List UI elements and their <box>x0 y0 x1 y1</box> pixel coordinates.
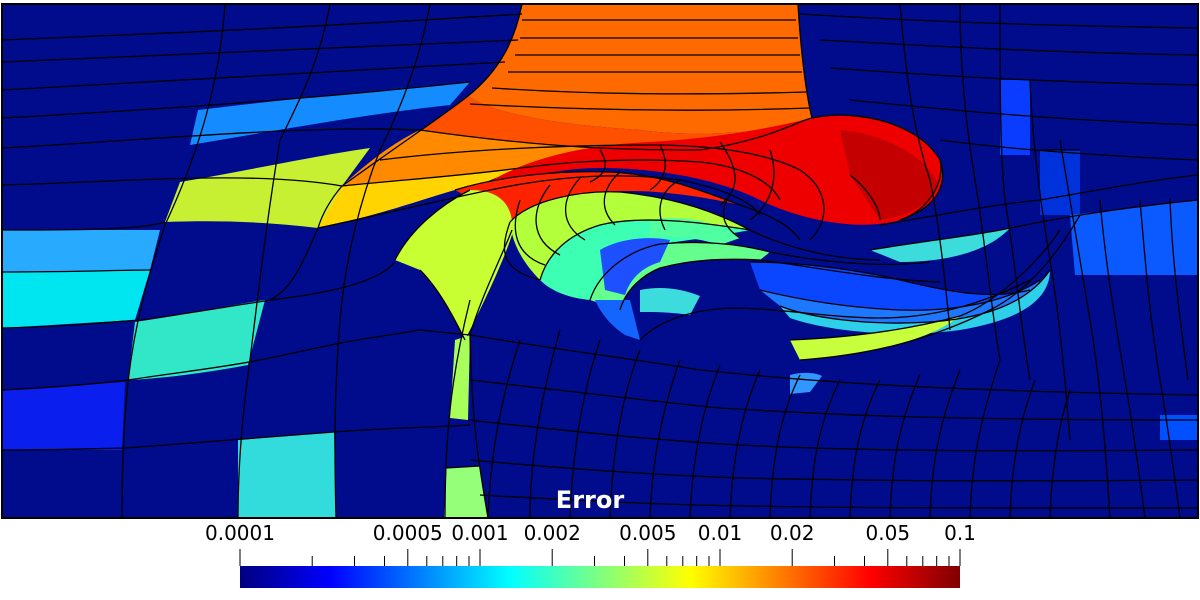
mesh-domain <box>2 4 1198 518</box>
cell-low-error <box>2 230 160 272</box>
colorbar: Error 0.0001 0.0005 0.001 0.002 0.005 0.01 0.0… <box>205 486 976 588</box>
cell-low-error <box>1000 80 1030 155</box>
colorbar-tick-label: 0.001 <box>451 521 508 545</box>
cell-low-error <box>750 262 1030 311</box>
cell-mid-error <box>450 335 470 420</box>
cell-high-error <box>480 115 943 225</box>
cell-high-error <box>468 4 812 134</box>
cell-mid-error <box>650 218 740 245</box>
cell-mid-error <box>444 466 488 518</box>
cell-mid-error <box>165 148 370 228</box>
colorbar-tick-label: 0.002 <box>524 521 581 545</box>
colorbar-tick-label: 0.0005 <box>373 521 443 545</box>
cell-low-error <box>1160 415 1198 440</box>
cell-mid-error <box>128 300 265 380</box>
colorbar-tick-label: 0.005 <box>619 521 676 545</box>
colorbar-tick-labels: 0.0001 0.0005 0.001 0.002 0.005 0.01 0.02 0.05 0… <box>205 521 976 545</box>
cell-low-error <box>595 300 640 340</box>
cell-high-error <box>840 130 938 220</box>
cell-low-error <box>600 238 670 295</box>
cell-mid-error <box>238 432 336 518</box>
colorbar-tick-label: 0.01 <box>698 521 743 545</box>
cell-mid-error <box>540 220 750 300</box>
colorbar-tick-label: 0.1 <box>944 521 976 545</box>
cell-mid-error <box>640 288 700 315</box>
error-cells <box>2 4 1198 518</box>
colorbar-tick-label: 0.05 <box>866 521 911 545</box>
cell-low-error <box>2 382 125 450</box>
cell-mid-error <box>2 270 150 328</box>
cell-mid-error <box>510 191 750 280</box>
cell-mid-error <box>395 190 513 340</box>
colorbar-tick-label: 0.02 <box>770 521 815 545</box>
cell-mid-error <box>790 316 960 360</box>
colorbar-gradient-bar <box>240 566 960 588</box>
colorbar-tick-marks <box>239 549 961 566</box>
cell-low-error <box>760 280 1040 324</box>
cell-low-error <box>1040 150 1080 215</box>
colorbar-title: Error <box>556 486 625 514</box>
cell-mid-error <box>780 270 1050 334</box>
cell-high-error <box>342 130 700 186</box>
cell-mid-error <box>318 168 520 228</box>
cell-low-error <box>190 82 470 145</box>
colorbar-tick-label: 0.0001 <box>205 521 275 545</box>
domain-border <box>1 3 1199 519</box>
